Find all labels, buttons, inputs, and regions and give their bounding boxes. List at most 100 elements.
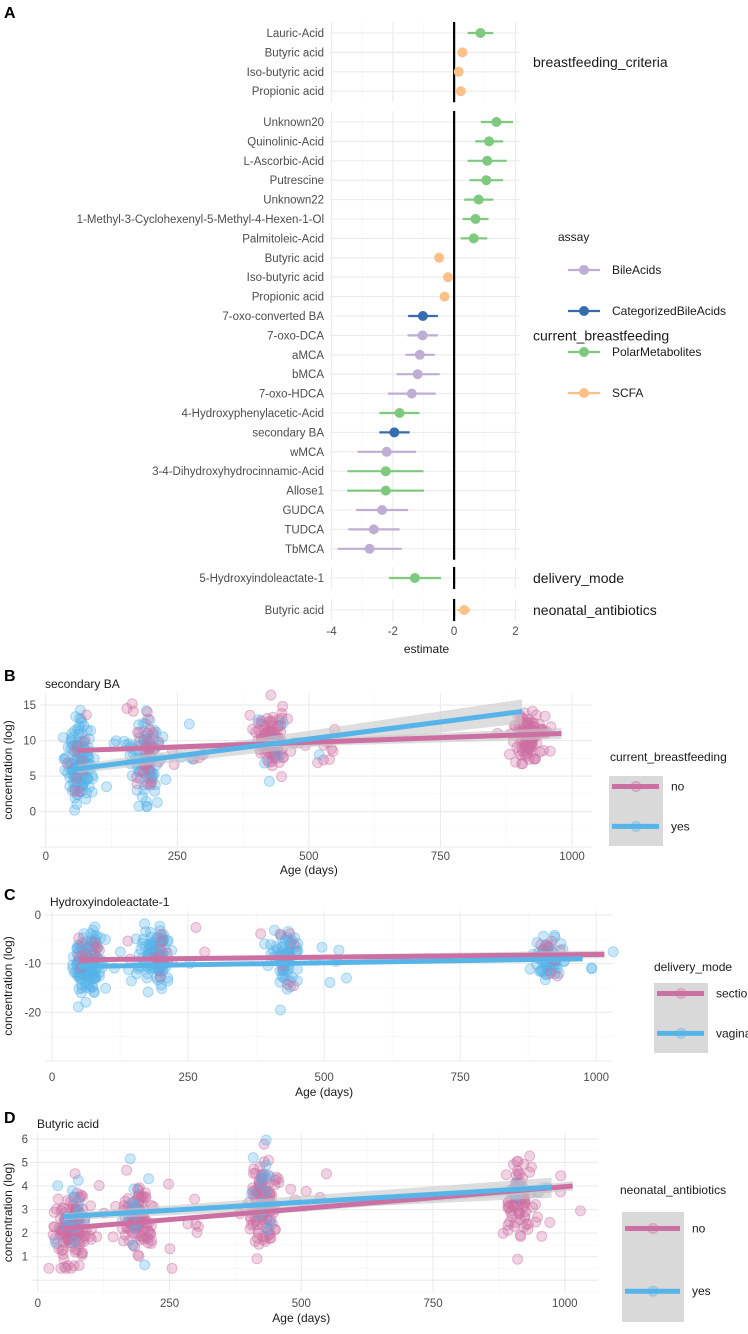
- data-point-yes: [71, 782, 83, 794]
- data-point-vaginal: [130, 933, 142, 945]
- data-point-yes: [80, 793, 92, 805]
- data-point-vaginal: [152, 932, 164, 944]
- data-point-yes: [150, 726, 162, 738]
- legend-title: assay: [558, 230, 589, 244]
- data-point-no: [250, 1168, 262, 1179]
- data-point-vaginal: [537, 966, 549, 978]
- data-point-vaginal: [291, 975, 303, 987]
- data-point-no: [513, 1168, 525, 1180]
- data-point-vaginal: [87, 924, 99, 936]
- panel-letter-c: C: [4, 887, 16, 904]
- data-point-vaginal: [143, 943, 155, 955]
- row-label: 5-Hydroxyindoleactate-1: [199, 573, 324, 585]
- data-point-no: [144, 1227, 156, 1239]
- data-point-no: [129, 1241, 141, 1253]
- estimate-point: [434, 252, 445, 263]
- data-point-no: [67, 1231, 79, 1242]
- data-point-no: [57, 1248, 69, 1260]
- row-label: 7-oxo-DCA: [267, 330, 324, 342]
- data-point-vaginal: [99, 934, 111, 945]
- data-point-no: [147, 726, 159, 738]
- data-point-vaginal: [135, 943, 147, 955]
- data-point-vaginal: [275, 931, 287, 943]
- data-point-no: [523, 742, 535, 754]
- data-point-vaginal: [157, 931, 169, 943]
- data-point-section: [199, 946, 211, 958]
- data-point-no: [502, 1219, 514, 1231]
- estimate-point: [484, 136, 495, 147]
- data-point-yes: [135, 765, 146, 777]
- data-point-vaginal: [279, 973, 291, 985]
- data-point-no: [248, 1163, 260, 1175]
- data-point-no: [497, 1227, 509, 1239]
- data-point-vaginal: [155, 979, 167, 991]
- data-point-yes: [64, 757, 76, 769]
- data-point-vaginal: [282, 926, 294, 937]
- data-point-yes: [69, 1236, 80, 1248]
- data-point-no: [269, 1179, 281, 1191]
- row-label: Propionic acid: [252, 292, 324, 304]
- data-point-yes: [138, 784, 150, 796]
- data-point-no: [130, 1195, 141, 1207]
- data-point-yes: [126, 770, 138, 782]
- data-point-vaginal: [81, 979, 93, 991]
- legend-entry-BileAcids: BileAcids: [612, 263, 661, 277]
- data-point-vaginal: [154, 925, 166, 937]
- data-point-vaginal: [146, 940, 158, 952]
- data-point-no: [71, 1187, 83, 1199]
- estimate-point: [381, 446, 392, 457]
- data-point-no: [78, 1230, 90, 1242]
- data-point-vaginal: [76, 943, 88, 955]
- data-point-no: [524, 1150, 536, 1162]
- data-point-no: [247, 1182, 259, 1194]
- data-point-vaginal: [141, 972, 153, 984]
- data-point-no: [510, 1169, 522, 1181]
- data-point-no: [60, 1262, 72, 1274]
- data-point-no: [544, 1216, 556, 1228]
- data-point-no: [544, 745, 556, 757]
- data-point-vaginal: [88, 930, 100, 942]
- x-tick-label: 0: [451, 626, 457, 638]
- data-point-vaginal: [89, 937, 101, 949]
- row-label: 7-oxo-HDCA: [259, 389, 325, 401]
- data-point-vaginal: [71, 943, 83, 954]
- data-point-vaginal: [151, 971, 163, 983]
- data-point-no: [133, 1184, 144, 1196]
- data-point-no: [503, 748, 515, 760]
- facet-strip-label: delivery_mode: [533, 570, 624, 586]
- data-point-yes: [68, 1191, 80, 1203]
- row-label: L-Ascorbic-Acid: [243, 156, 324, 168]
- legend-entry-no: no: [671, 780, 685, 794]
- data-point-no: [520, 751, 532, 762]
- data-point-no: [79, 734, 91, 746]
- legend-entry-vaginal: vaginal: [716, 1026, 748, 1040]
- estimate-point: [389, 427, 400, 438]
- estimate-point: [455, 86, 466, 97]
- data-point-vaginal: [83, 972, 95, 984]
- data-point-no: [514, 1214, 526, 1226]
- data-point-no: [528, 717, 540, 729]
- assay-legend: assay BileAcids CategorizedBileAcids PolarM…: [558, 230, 726, 400]
- data-point-no: [142, 727, 153, 739]
- data-point-no: [523, 742, 535, 754]
- data-point-no: [132, 1191, 144, 1203]
- data-point-vaginal: [77, 932, 89, 944]
- legend-key-point: [675, 988, 687, 999]
- data-point-yes: [260, 1134, 272, 1146]
- data-point-vaginal: [81, 968, 93, 980]
- data-point-yes: [76, 775, 87, 787]
- data-point-vaginal: [274, 976, 286, 988]
- data-point-no: [514, 1229, 526, 1241]
- data-point-no: [141, 706, 153, 718]
- data-point-no: [513, 745, 525, 757]
- data-point-no: [245, 1219, 257, 1231]
- data-point-no: [270, 1224, 281, 1235]
- data-point-no: [48, 1221, 60, 1233]
- estimate-point: [442, 272, 453, 283]
- data-point-no: [49, 1221, 60, 1233]
- data-point-vaginal: [271, 943, 283, 955]
- data-point-yes: [87, 772, 99, 784]
- data-point-no: [80, 709, 92, 721]
- data-point-no: [254, 1185, 266, 1197]
- data-point-no: [123, 1235, 135, 1247]
